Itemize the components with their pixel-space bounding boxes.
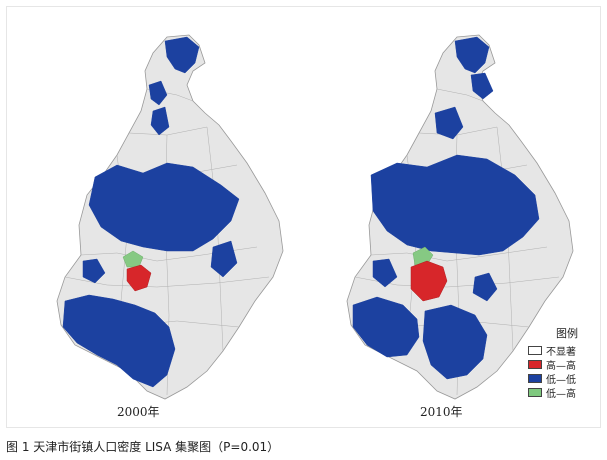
north-ll-2010 [454,36,490,74]
legend-item-low-low: 低—低 [528,372,602,386]
legend-label-high-high: 高—高 [546,360,576,372]
north-mid-ll-2000 [150,106,170,136]
low-low-clusters-2010 [352,36,540,380]
legend-title: 图例 [556,327,578,340]
east-ll-2000 [210,240,238,278]
north-mid-ll-2010 [434,106,464,140]
east-ll-2010 [472,272,498,302]
map-2010 [346,34,574,400]
map-2000 [56,34,284,400]
map-year-label-2000: 2000年 [117,405,160,419]
northwest-ll-2000 [148,80,168,106]
high-high-cluster-2000 [126,264,152,292]
legend-swatch-high-high [528,359,542,369]
low-high-cluster-2010 [412,246,434,266]
west-ll-2010 [372,258,398,288]
northeast-ll-2010 [470,72,494,100]
central-north-ll-2010 [370,154,540,256]
legend-item-low-high: 低—高 [528,386,602,400]
figure-area: 2000年 2010年 图例 不显著 高—高 低—低 低—高 [6,6,601,428]
south-ll-2010 [352,296,420,358]
north-ll-2000 [164,36,200,74]
low-high-cluster-2000 [122,250,144,268]
legend-label-low-low: 低—低 [546,374,576,386]
legend: 图例 不显著 高—高 低—低 低—高 [528,325,602,400]
southeast-ll-2010 [422,304,488,380]
legend-label-not-significant: 不显著 [546,346,576,358]
low-low-clusters-2000 [62,36,240,388]
legend-swatch-not-significant [528,345,542,355]
figure-caption: 图 1 天津市街镇人口密度 LISA 集聚图（P=0.01） [6,440,280,454]
south-ll-2000 [62,294,176,388]
central-north-ll-2000 [88,162,240,252]
legend-swatch-low-high [528,387,542,397]
legend-item-high-high: 高—高 [528,358,602,372]
high-high-cluster-2010 [410,260,448,302]
west-ll-2000 [82,258,106,284]
legend-item-not-significant: 不显著 [528,344,602,358]
legend-label-low-high: 低—高 [546,388,576,400]
map-year-label-2010: 2010年 [420,405,463,419]
legend-swatch-low-low [528,373,542,383]
